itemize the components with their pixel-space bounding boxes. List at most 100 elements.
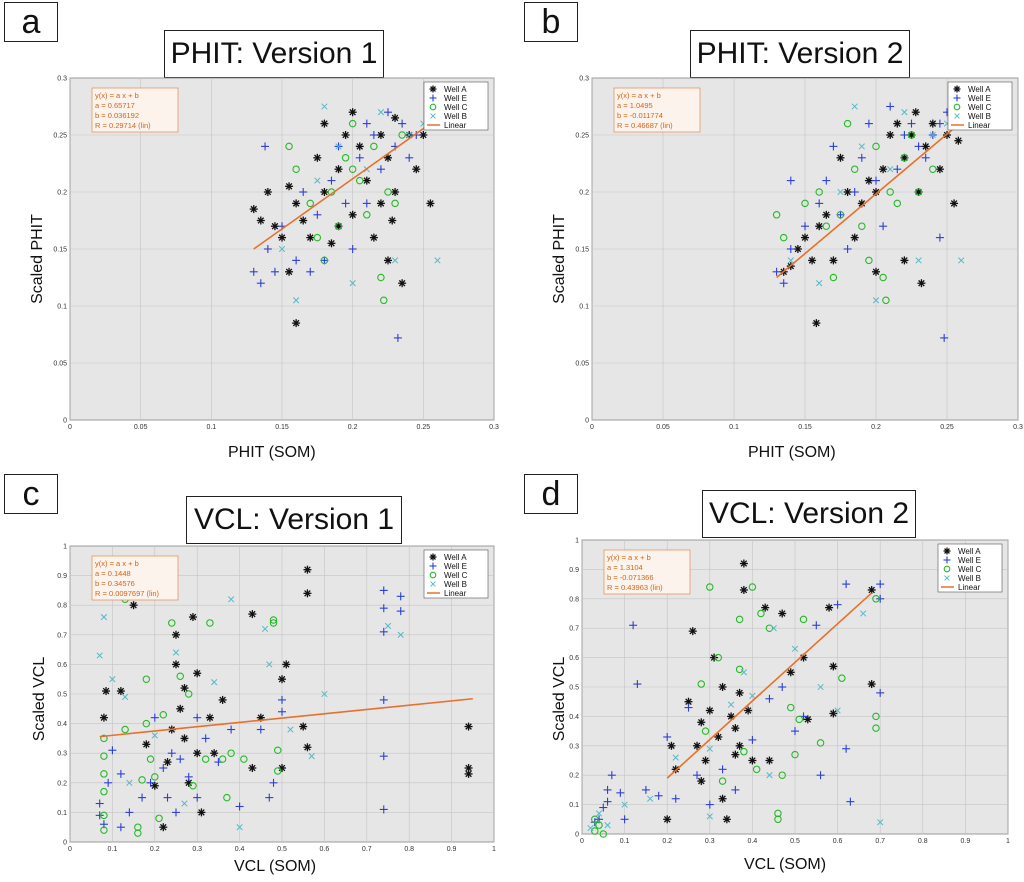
well-e-marker [379,604,388,613]
asterisk-stroke [117,687,125,695]
asterisk-stroke [388,217,396,224]
well-b-marker [314,177,321,184]
well-a-marker [744,706,753,715]
well-e-marker [263,245,272,253]
fit-equation-line: R = 0.29714 (lin) [95,121,151,130]
x-tick-label: 0 [580,838,584,845]
well-a-marker [684,697,693,706]
well-a-marker [815,222,824,231]
well-e-marker [256,279,265,288]
well-b-marker [266,661,273,668]
cross-stroke [397,631,404,638]
well-b-marker [706,813,713,820]
fit-equation-line: b = 0.036192 [95,111,139,120]
well-e-marker [405,153,414,162]
series-well-c [772,119,937,305]
fit-equation-line: b = -0.011774 [617,111,663,120]
fit-box-frame [603,549,691,595]
data-points [587,559,885,838]
asterisk-stroke [164,758,171,766]
x-tick-label: 0.25 [940,424,954,431]
grid-lines [69,545,495,843]
well-e-marker [843,245,852,253]
asterisk-stroke [398,279,406,287]
well-e-marker [95,799,104,808]
asterisk-stroke [465,764,472,772]
well-e-marker [833,600,842,609]
y-tick-label: 0 [63,840,67,847]
asterisk-stroke [185,779,193,787]
well-b-marker [901,109,908,116]
asterisk-stroke [342,131,349,139]
well-a-marker [867,680,876,689]
legend-entry-label: Well B [444,112,467,121]
well-e-marker [270,267,279,276]
fit-equation-line: R = 0.46687 (lin) [617,121,673,130]
well-b-marker [770,625,777,632]
well-c-marker [380,296,388,305]
legend-entry-label: Well E [958,556,981,565]
well-b-marker [604,822,611,829]
well-e-marker [235,802,244,811]
well-b-marker [647,795,654,802]
x-tick-label: 0.25 [417,424,431,431]
well-e-marker [193,713,202,722]
well-c-marker [348,119,357,128]
well-a-marker [864,176,873,185]
asterisk-stroke [865,177,873,184]
well-c-marker [799,615,808,624]
well-e-marker [396,592,405,601]
asterisk-stroke [936,165,944,173]
well-e-marker [95,811,104,820]
well-e-marker [786,245,795,253]
well-a-marker [99,713,108,722]
x-tick-label: 0 [68,424,72,431]
x-tick-label: 0.6 [833,838,843,845]
y-tick-label: 0 [63,418,67,425]
asterisk-stroke [292,319,300,327]
asterisk-stroke [715,733,722,741]
series-well-c [591,583,880,838]
well-c-marker [843,119,852,128]
y-tick-label: 0.25 [575,133,589,140]
linear-fit-line [99,697,473,738]
x-tick-label: 0 [68,846,72,853]
asterisk-stroke [766,757,773,764]
well-a-marker [299,722,308,731]
asterisk-stroke [100,714,108,721]
well-a-marker [803,715,812,724]
well-a-marker [697,718,706,727]
legend-entry-label: Well A [444,85,467,94]
fit-equation-line: a = 1.0495 [617,101,653,110]
asterisk-stroke [844,188,851,196]
grid-lines [591,77,1019,421]
asterisk-stroke [800,654,807,661]
asterisk-stroke [285,268,293,276]
well-c-marker [907,131,916,139]
well-a-marker [429,85,437,93]
well-c-marker [850,165,859,173]
series-well-a [249,108,435,328]
asterisk-stroke [901,257,908,264]
fit-equation-line: a = 0.65717 [95,101,135,110]
well-c-marker [391,199,399,208]
asterisk-stroke [143,741,150,748]
well-e-marker [921,153,930,162]
well-a-marker [249,205,258,214]
well-b-marker [595,810,603,817]
well-a-marker [829,662,838,671]
asterisk-stroke [151,782,159,790]
well-a-marker [953,85,961,93]
fit-equation-line: R = 0.43963 (lin) [607,583,663,592]
asterisk-stroke [349,211,356,219]
well-b-marker [740,669,748,676]
cross-stroke [266,661,273,668]
asterisk-stroke [249,610,256,618]
asterisk-stroke [685,698,692,705]
asterisk-stroke [794,245,802,253]
asterisk-stroke [830,710,837,717]
well-e-marker [369,131,378,139]
asterisk-stroke [801,234,809,241]
